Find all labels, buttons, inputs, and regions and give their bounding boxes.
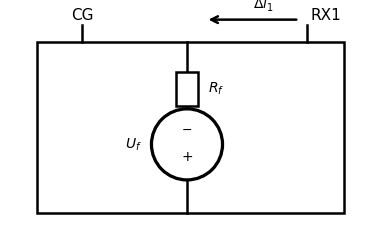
Text: RX1: RX1 bbox=[310, 8, 341, 23]
Ellipse shape bbox=[151, 109, 223, 180]
Bar bbox=[176, 72, 198, 106]
Text: $\Delta \dot{i}_1$: $\Delta \dot{i}_1$ bbox=[253, 0, 274, 14]
Text: $R_f$: $R_f$ bbox=[208, 81, 224, 97]
Bar bbox=[37, 42, 344, 213]
Text: $U_f$: $U_f$ bbox=[125, 136, 142, 152]
Text: −: − bbox=[182, 124, 192, 137]
Text: CG: CG bbox=[71, 8, 94, 23]
Text: +: + bbox=[181, 150, 193, 164]
